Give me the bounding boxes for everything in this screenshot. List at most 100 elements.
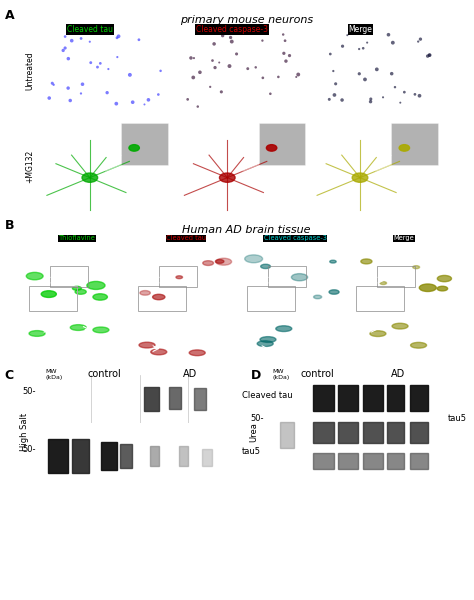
Point <box>367 94 374 104</box>
Point <box>274 72 282 82</box>
Text: control: control <box>301 369 335 379</box>
Point <box>389 38 397 47</box>
Point <box>244 64 252 73</box>
Point <box>280 49 288 58</box>
Point <box>282 56 290 66</box>
Ellipse shape <box>438 275 452 282</box>
Point <box>46 93 53 103</box>
Point <box>103 88 111 97</box>
Ellipse shape <box>189 350 205 356</box>
Point <box>59 46 67 55</box>
Bar <box>72 439 89 473</box>
Point <box>112 99 120 109</box>
Point <box>115 31 122 41</box>
Ellipse shape <box>314 295 322 299</box>
Point <box>233 49 240 59</box>
Point <box>359 43 367 53</box>
Text: Urea: Urea <box>249 422 258 442</box>
Ellipse shape <box>370 331 386 337</box>
Text: Cleaved caspase-3: Cleaved caspase-3 <box>264 235 327 241</box>
Bar <box>268 266 306 287</box>
Point <box>77 89 85 98</box>
Bar <box>410 454 428 469</box>
Ellipse shape <box>329 290 339 294</box>
Point <box>286 51 293 61</box>
Text: Cleaved tau: Cleaved tau <box>242 391 292 400</box>
Bar <box>387 454 404 469</box>
Point <box>94 62 101 72</box>
Bar <box>50 266 88 287</box>
Bar <box>338 422 357 443</box>
Ellipse shape <box>215 260 224 263</box>
Text: C: C <box>5 369 14 382</box>
Ellipse shape <box>93 327 109 333</box>
Point <box>64 54 72 64</box>
Text: control: control <box>87 369 121 379</box>
Ellipse shape <box>139 342 155 348</box>
Ellipse shape <box>330 260 336 263</box>
Bar <box>159 266 197 287</box>
Ellipse shape <box>413 266 419 269</box>
Point <box>87 58 94 67</box>
Text: Cleaved caspase-3: Cleaved caspase-3 <box>196 25 268 34</box>
Text: Untreated: Untreated <box>25 51 34 90</box>
Point <box>48 79 56 88</box>
Point <box>226 61 233 71</box>
Ellipse shape <box>257 341 273 347</box>
Point <box>68 36 75 46</box>
Point <box>97 59 104 68</box>
Ellipse shape <box>260 337 276 343</box>
Point <box>339 41 346 51</box>
Point <box>426 50 433 60</box>
Point <box>209 56 216 65</box>
Bar <box>29 286 77 311</box>
Point <box>327 49 334 59</box>
Point <box>126 70 134 80</box>
Point <box>411 89 419 99</box>
Bar <box>364 385 383 412</box>
Point <box>219 31 227 40</box>
Point <box>64 83 72 93</box>
Point <box>331 90 338 100</box>
Point <box>397 98 404 107</box>
Point <box>338 95 346 105</box>
Bar <box>120 444 132 468</box>
Text: B: B <box>5 219 14 232</box>
Point <box>259 73 267 83</box>
Ellipse shape <box>292 274 308 281</box>
Point <box>391 82 399 92</box>
Point <box>61 43 69 53</box>
Point <box>426 50 433 60</box>
Point <box>61 32 69 41</box>
Bar <box>169 387 181 409</box>
Bar <box>338 385 357 412</box>
Point <box>157 66 164 76</box>
Point <box>326 95 333 104</box>
Text: AD: AD <box>391 369 405 379</box>
Ellipse shape <box>93 294 108 300</box>
Bar <box>356 286 404 311</box>
Ellipse shape <box>219 173 235 182</box>
Text: tau5: tau5 <box>242 446 261 456</box>
Point <box>424 52 431 61</box>
Text: 50-: 50- <box>251 414 264 424</box>
Ellipse shape <box>153 294 165 300</box>
Point <box>356 44 363 54</box>
Ellipse shape <box>352 173 368 182</box>
Ellipse shape <box>419 284 436 292</box>
Point <box>206 82 214 92</box>
Ellipse shape <box>203 260 214 265</box>
Point <box>227 32 235 42</box>
Bar <box>387 422 404 443</box>
Bar <box>280 422 293 448</box>
Point <box>259 36 266 46</box>
Point <box>373 65 381 74</box>
Point <box>385 30 392 40</box>
Point <box>187 53 195 63</box>
Ellipse shape <box>26 272 43 280</box>
Ellipse shape <box>82 173 98 182</box>
Point <box>356 69 363 79</box>
Ellipse shape <box>87 281 105 289</box>
Ellipse shape <box>73 286 82 290</box>
Point <box>135 35 143 44</box>
